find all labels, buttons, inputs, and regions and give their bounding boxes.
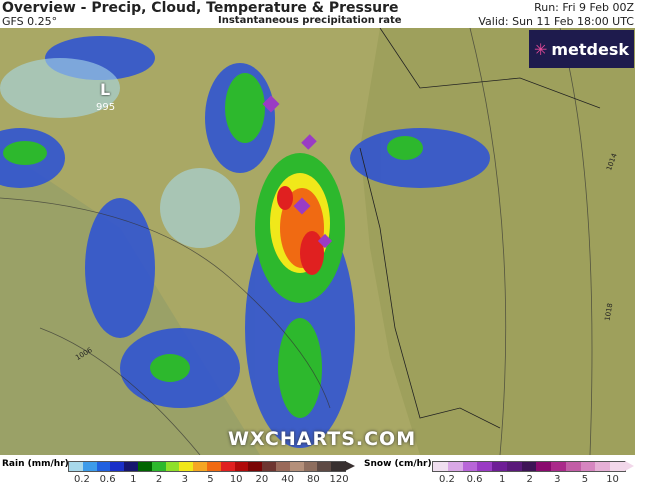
color-swatch [262, 462, 276, 471]
color-swatch [69, 462, 83, 471]
color-swatch [595, 462, 611, 471]
land-east [360, 28, 635, 455]
snow-purple [262, 95, 333, 249]
parameter-subtitle: Instantaneous precipitation rate [218, 15, 402, 26]
color-swatch [110, 462, 125, 471]
color-swatch [303, 462, 318, 471]
color-swatch [610, 462, 625, 471]
colorbar-extend-arrow [345, 461, 355, 471]
color-swatch [193, 462, 207, 471]
color-swatch [317, 462, 332, 471]
tick-label: 120 [329, 474, 349, 485]
color-swatch [331, 462, 345, 471]
tick-label: 1 [130, 474, 137, 485]
weather-map[interactable]: L 995 1006 1014 1018 [0, 28, 635, 455]
color-swatch [82, 462, 97, 471]
color-swatch [521, 462, 537, 471]
color-swatch [206, 462, 221, 471]
rain-colorbar [68, 461, 346, 472]
color-swatch [248, 462, 263, 471]
color-swatch [536, 462, 552, 471]
precip-lightblue [0, 58, 240, 248]
snow-legend-label: Snow (cm/hr) [364, 459, 432, 469]
tick-label: 0.2 [73, 474, 90, 485]
low-pressure-value: 995 [96, 102, 116, 113]
tick-label: 20 [255, 474, 269, 485]
color-swatch [565, 462, 581, 471]
precip-red [277, 186, 324, 275]
page-title: Overview - Precip, Cloud, Temperature & … [2, 0, 399, 16]
precip-overlay [0, 28, 635, 455]
rain-legend-label: Rain (mm/hr) [2, 459, 69, 469]
asterisk-icon: ✳ [533, 39, 548, 59]
tick-label: 2 [155, 474, 163, 485]
color-swatch [492, 462, 507, 471]
color-swatch [289, 462, 304, 471]
color-swatch [477, 462, 493, 471]
color-swatch [551, 462, 566, 471]
metdesk-logo: ✳ metdesk [529, 30, 634, 68]
tick-label: 5 [581, 474, 589, 485]
color-swatch [433, 462, 448, 471]
model-label: GFS 0.25° [2, 15, 58, 28]
color-swatch [137, 462, 152, 471]
watermark: WXCHARTS.COM [228, 428, 417, 450]
color-swatch [447, 462, 463, 471]
tick-label: 0.2 [438, 474, 455, 485]
isobars [0, 28, 593, 455]
tick-label: 3 [181, 474, 188, 485]
tick-label: 10 [229, 474, 243, 485]
color-swatch [165, 462, 180, 471]
run-time: Run: Fri 9 Feb 00Z [534, 1, 634, 14]
color-swatch [96, 462, 111, 471]
tick-label: 1 [498, 474, 506, 485]
tick-label: 80 [306, 474, 320, 485]
tick-label: 40 [281, 474, 294, 485]
tick-label: 0.6 [99, 474, 116, 485]
color-swatch [179, 462, 194, 471]
color-swatch [506, 462, 522, 471]
color-swatch [580, 462, 596, 471]
tick-label: 2 [526, 474, 533, 485]
colorbar-extend-arrow [625, 461, 634, 471]
tick-label: 0.6 [466, 474, 483, 485]
tick-label: 5 [207, 474, 214, 485]
tick-label: 10 [606, 474, 619, 485]
color-swatch [124, 462, 138, 471]
valid-time: Valid: Sun 11 Feb 18:00 UTC [478, 15, 634, 28]
snow-colorbar [432, 461, 626, 472]
tick-label: 3 [554, 474, 561, 485]
color-swatch [462, 462, 478, 471]
color-swatch [275, 462, 290, 471]
color-swatch [234, 462, 249, 471]
coastlines [359, 28, 601, 429]
low-pressure-marker: L [100, 80, 111, 99]
color-swatch [220, 462, 235, 471]
color-swatch [151, 462, 166, 471]
